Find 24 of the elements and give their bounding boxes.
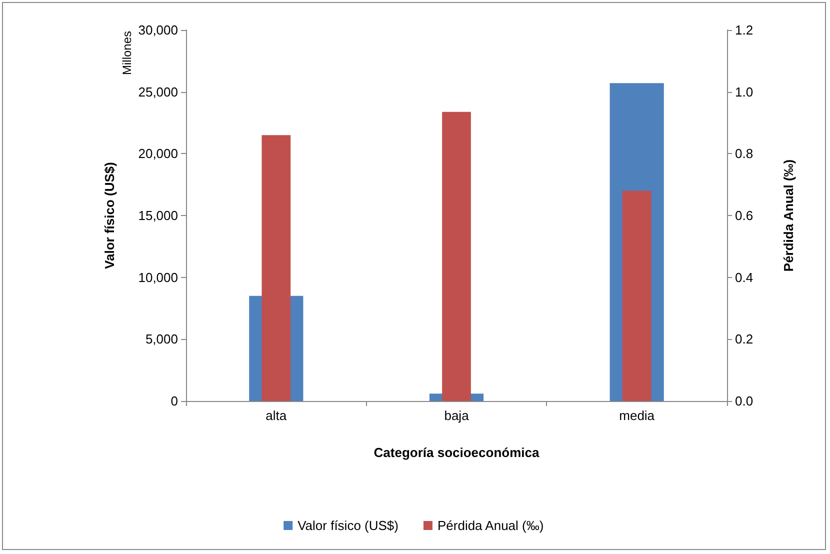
bar — [622, 190, 652, 401]
legend-label: Pérdida Anual (‰) — [437, 518, 544, 533]
y2-tick-label: 0.6 — [735, 208, 754, 223]
x-tick-label: alta — [266, 408, 288, 423]
y2-tick-label: 0.2 — [735, 332, 754, 347]
text: Millones — [120, 31, 134, 76]
y-tick-label: 10,000 — [138, 270, 178, 285]
y2-tick-label: 0.8 — [735, 146, 754, 162]
y-tick-label: 0 — [170, 394, 178, 408]
legend-label: Valor físico (US$) — [298, 518, 398, 533]
y-tick-label: 20,000 — [138, 146, 178, 162]
y2-tick-label: 0.0 — [735, 394, 754, 408]
x-tick-label: baja — [444, 408, 470, 423]
x-tick-label: media — [619, 408, 656, 423]
y-tick-label: 25,000 — [138, 84, 178, 100]
y-tick-label: 15,000 — [138, 208, 178, 223]
y2-axis-title: Pérdida Anual (‰) — [781, 159, 796, 272]
y2-tick-label: 1.2 — [735, 22, 754, 38]
y2-tick-label: 1.0 — [735, 84, 754, 100]
y-tick-label: 5,000 — [145, 332, 178, 347]
y2-tick-label: 0.4 — [735, 270, 754, 285]
x-axis-title: Categoría socioeconómica — [374, 445, 540, 460]
y-axis-title: Valor físico (US$) — [102, 162, 117, 269]
y-tick-label: 30,000 — [138, 22, 178, 38]
